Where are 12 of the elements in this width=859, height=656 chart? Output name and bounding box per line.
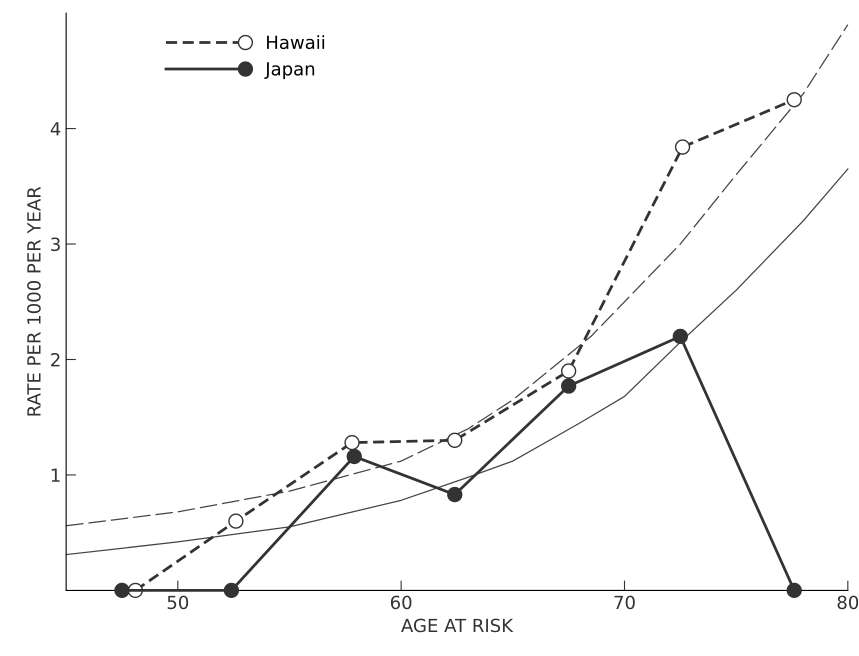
- x-axis-title: AGE AT RISK: [401, 618, 514, 632]
- y-tick-label: 3: [51, 237, 60, 252]
- y-axis-title: RATE PER 1000 PER YEAR: [27, 186, 41, 416]
- legend-label: Hawaii: [267, 35, 324, 50]
- y-tick-label: 1: [52, 468, 60, 482]
- x-tick-label: 60: [390, 596, 412, 610]
- x-tick-label: 80: [838, 596, 858, 610]
- y-tick-label: 4: [50, 122, 60, 136]
- x-tick-label: 70: [614, 596, 635, 610]
- y-tick-label: 2: [51, 352, 60, 366]
- legend-label: Japan: [264, 62, 314, 80]
- x-tick-label: 50: [168, 596, 188, 610]
